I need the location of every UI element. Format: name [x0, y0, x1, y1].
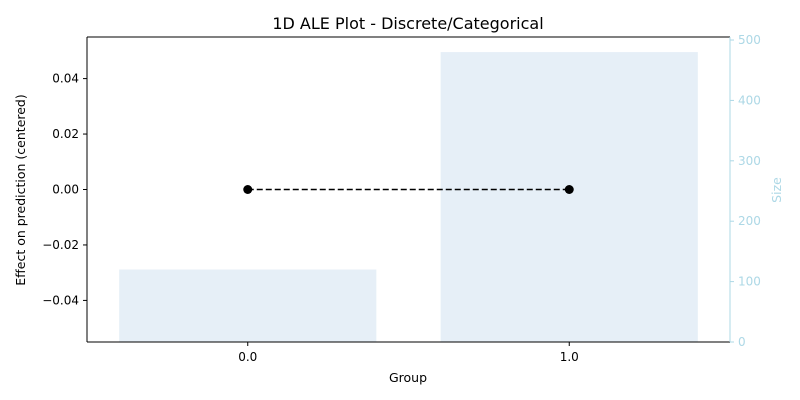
x-axis-label: Group [389, 370, 427, 385]
y2-tick-label-5: 500 [738, 33, 761, 47]
axes-layer: −0.04 −0.02 0.00 0.02 0.04 0 100 200 300 400 500 0.… [42, 33, 761, 364]
chart-title: 1D ALE Plot - Discrete/Categorical [272, 14, 543, 33]
x-tick-label-0: 0.0 [238, 350, 257, 364]
size-bar-1 [440, 52, 698, 343]
ale-point-0 [243, 185, 253, 194]
y2-tick-label-0: 0 [738, 335, 746, 349]
y-tick-label-2: 0.00 [52, 183, 79, 197]
y-tick-label-3: 0.02 [52, 127, 79, 141]
y-axis-label: Effect on prediction (centered) [13, 94, 28, 286]
y-tick-label-4: 0.04 [52, 72, 79, 86]
y2-tick-label-1: 100 [738, 275, 761, 289]
y2-axis-label: Size [769, 177, 784, 203]
y2-tick-label-2: 200 [738, 214, 761, 228]
y2-tick-label-3: 300 [738, 154, 761, 168]
y-tick-label-1: −0.02 [42, 238, 79, 252]
x-tick-label-1: 1.0 [560, 350, 579, 364]
y-tick-label-0: −0.04 [42, 293, 79, 307]
size-bar-0 [119, 269, 377, 342]
ale-point-1 [564, 185, 574, 194]
bars-layer [119, 52, 698, 343]
line-layer [243, 185, 574, 194]
y2-tick-label-4: 400 [738, 93, 761, 107]
